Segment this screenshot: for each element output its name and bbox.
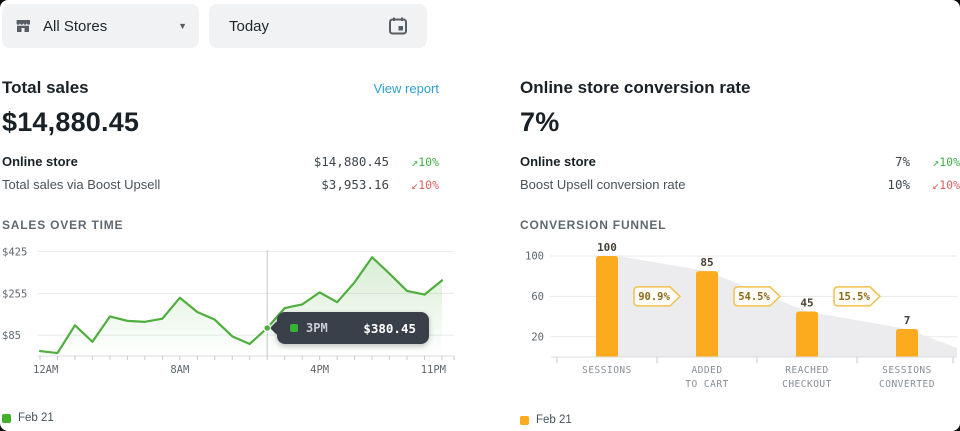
conversion-funnel-label: CONVERSION FUNNEL <box>520 218 667 232</box>
tooltip-time: 3PM <box>306 321 328 335</box>
svg-text:60: 60 <box>531 291 544 303</box>
stat-label: Online store <box>520 154 596 169</box>
stat-value: 7% <box>894 154 910 169</box>
stat-label: Total sales via Boost Upsell <box>2 177 161 192</box>
stat-value: $14,880.45 <box>313 154 389 169</box>
total-sales-title: Total sales <box>2 78 89 97</box>
store-selector-label: All Stores <box>43 17 108 35</box>
conversion-funnel-chart[interactable]: 100 60 20 100 85 45 7 90.9% 54.5% 15.5% SESSIONS AD… <box>520 240 960 400</box>
tooltip-value: $380.45 <box>363 320 416 336</box>
store-selector[interactable]: All Stores ▼ <box>2 4 199 48</box>
conversion-rate-card: Online store conversion rate 7% Online s… <box>520 78 960 426</box>
funnel-legend: Feb 21 <box>520 414 960 426</box>
date-selector[interactable]: Today <box>209 4 427 48</box>
stat-label: Boost Upsell conversion rate <box>520 177 686 192</box>
legend-label: Feb 21 <box>536 414 572 426</box>
conversion-breakdown: Online store 7% ↗10% Boost Upsell conver… <box>520 151 960 195</box>
svg-text:$425: $425 <box>2 247 27 259</box>
topbar: All Stores ▼ Today <box>0 0 960 48</box>
stat-label: Online store <box>2 154 78 169</box>
svg-text:85: 85 <box>700 256 713 269</box>
svg-text:15.5%: 15.5% <box>838 291 870 303</box>
svg-text:90.9%: 90.9% <box>638 291 670 303</box>
total-sales-card: Total sales View report $14,880.45 Onlin… <box>2 78 462 426</box>
stat-value: $3,953.16 <box>321 177 389 192</box>
percent-tag <box>733 286 782 307</box>
svg-text:11PM: 11PM <box>421 364 446 376</box>
stat-row-boost-upsell: Total sales via Boost Upsell $3,953.16 ↙… <box>2 174 439 195</box>
funnel-bar <box>696 271 718 357</box>
sales-line <box>38 256 444 355</box>
svg-text:54.5%: 54.5% <box>738 291 770 303</box>
percent-tag <box>833 286 882 307</box>
svg-text:$85: $85 <box>2 330 21 342</box>
date-selector-label: Today <box>229 17 270 35</box>
sales-over-time-label: SALES OVER TIME <box>2 218 124 232</box>
svg-text:20: 20 <box>531 331 544 343</box>
chart-tooltip: 3PM $380.45 <box>277 312 429 344</box>
chevron-down-icon: ▼ <box>178 21 187 31</box>
delta-badge: ↗10% <box>411 154 439 169</box>
stat-row-online-store: Online store $14,880.45 ↗10% <box>2 151 439 172</box>
stat-value: 10% <box>887 177 910 192</box>
svg-text:12AM: 12AM <box>33 364 58 376</box>
sales-chart-area: $425 $255 $85 12AM 8AM 4PM 11PM 3PM $380.45 <box>2 240 462 385</box>
svg-text:8AM: 8AM <box>170 364 189 376</box>
delta-badge: ↙10% <box>932 177 960 192</box>
stat-row-boost-upsell-rate: Boost Upsell conversion rate 10% ↙10% <box>520 174 960 195</box>
view-report-link[interactable]: View report <box>373 81 439 96</box>
svg-text:7: 7 <box>904 314 911 327</box>
funnel-bar <box>796 311 818 357</box>
sales-legend: Feb 21 <box>2 412 462 424</box>
svg-text:CONVERTED: CONVERTED <box>879 379 935 390</box>
percent-tag <box>633 286 682 307</box>
funnel-bar <box>596 256 618 357</box>
svg-text:SESSIONS: SESSIONS <box>882 365 932 376</box>
conversion-header: Online store conversion rate <box>520 78 960 98</box>
funnel-bar <box>896 329 918 357</box>
delta-badge: ↙10% <box>411 177 439 192</box>
svg-text:SESSIONS: SESSIONS <box>582 365 632 376</box>
funnel-chart-area: 100 60 20 100 85 45 7 90.9% 54.5% 15.5% SESSIONS AD… <box>520 240 960 405</box>
conversion-title: Online store conversion rate <box>520 78 751 97</box>
store-icon <box>16 20 30 32</box>
svg-text:100: 100 <box>597 241 617 254</box>
svg-text:CHECKOUT: CHECKOUT <box>782 379 832 390</box>
legend-swatch-orange <box>520 415 529 425</box>
sales-over-time-chart[interactable]: $425 $255 $85 12AM 8AM 4PM 11PM <box>2 240 462 380</box>
delta-badge: ↗10% <box>932 154 960 169</box>
conversion-value: 7% <box>520 107 560 137</box>
svg-text:4PM: 4PM <box>310 364 329 376</box>
svg-text:45: 45 <box>800 297 813 310</box>
stat-row-online-store-rate: Online store 7% ↗10% <box>520 151 960 172</box>
svg-text:REACHED: REACHED <box>785 365 829 376</box>
total-sales-breakdown: Online store $14,880.45 ↗10% Total sales… <box>2 151 462 195</box>
total-sales-header: Total sales View report <box>2 78 462 98</box>
calendar-icon <box>387 15 409 37</box>
tooltip-series-swatch <box>290 324 298 332</box>
total-sales-value: $14,880.45 <box>2 107 140 137</box>
svg-text:ADDED: ADDED <box>691 365 722 376</box>
legend-swatch-green <box>2 413 11 423</box>
svg-text:$255: $255 <box>2 288 27 300</box>
legend-label: Feb 21 <box>18 412 54 424</box>
svg-text:TO CART: TO CART <box>685 379 729 390</box>
dashboard-columns: Total sales View report $14,880.45 Onlin… <box>0 78 960 426</box>
svg-text:100: 100 <box>525 251 544 263</box>
